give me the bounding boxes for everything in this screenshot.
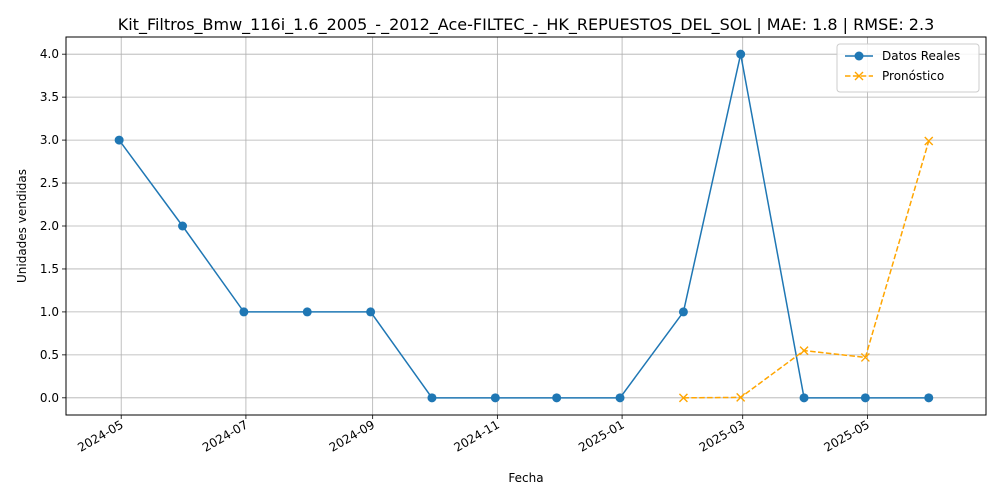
legend-label: Datos Reales xyxy=(882,49,960,63)
y-tick-label: 0.0 xyxy=(40,391,59,405)
data-point xyxy=(552,393,562,403)
x-tick-label: 2025-03 xyxy=(697,417,747,454)
data-point xyxy=(178,221,188,231)
y-tick-label: 2.5 xyxy=(40,176,59,190)
legend-item: Pronóstico xyxy=(845,69,944,83)
series-1 xyxy=(678,136,934,403)
legend-item: Datos Reales xyxy=(845,49,960,63)
series-line xyxy=(118,54,929,399)
data-point xyxy=(114,135,124,145)
x-tick-label: 2024-07 xyxy=(200,417,250,454)
y-axis-label: Unidades vendidas xyxy=(15,169,29,283)
y-tick-label: 1.0 xyxy=(40,305,59,319)
x-tick-label: 2025-01 xyxy=(576,417,626,454)
chart-title: Kit_Filtros_Bmw_116i_1.6_2005_-_2012_Ace… xyxy=(118,15,935,35)
grid xyxy=(66,37,986,415)
data-point xyxy=(490,393,500,403)
x-tick-label: 2024-09 xyxy=(327,417,377,454)
data-point xyxy=(366,307,376,317)
legend-marker xyxy=(854,71,864,81)
data-point xyxy=(799,393,809,403)
y-axis: 0.0 0.5 1.0 1.5 2.0 2.5 3.0 3.5 4.0 xyxy=(40,47,66,405)
data-point xyxy=(736,49,746,59)
series-layer xyxy=(114,49,934,403)
legend-marker xyxy=(854,51,864,61)
data-point xyxy=(924,393,934,403)
data-point xyxy=(860,352,870,362)
data-point xyxy=(924,136,934,146)
y-tick-label: 2.0 xyxy=(40,219,59,233)
data-point xyxy=(302,307,312,317)
data-point xyxy=(615,393,625,403)
x-axis: 2024-05 2024-07 2024-09 2024-11 2025-01 2025-… xyxy=(75,415,872,455)
data-point xyxy=(678,307,688,317)
y-tick-label: 4.0 xyxy=(40,47,59,61)
data-point xyxy=(799,346,809,356)
x-tick-label: 2024-11 xyxy=(451,417,501,454)
y-tick-label: 0.5 xyxy=(40,348,59,362)
series-0 xyxy=(114,49,934,403)
y-tick-label: 1.5 xyxy=(40,262,59,276)
data-point xyxy=(736,392,746,402)
y-tick-label: 3.0 xyxy=(40,133,59,147)
data-point xyxy=(678,393,688,403)
data-point xyxy=(860,393,870,403)
series-line xyxy=(683,140,930,399)
data-point xyxy=(427,393,437,403)
y-tick-label: 3.5 xyxy=(40,90,59,104)
x-tick-label: 2024-05 xyxy=(75,417,125,454)
legend-label: Pronóstico xyxy=(882,69,944,83)
x-tick-label: 2025-05 xyxy=(821,417,871,454)
legend: Datos Reales Pronóstico xyxy=(836,43,980,93)
data-point xyxy=(239,307,249,317)
x-axis-label: Fecha xyxy=(508,471,543,485)
